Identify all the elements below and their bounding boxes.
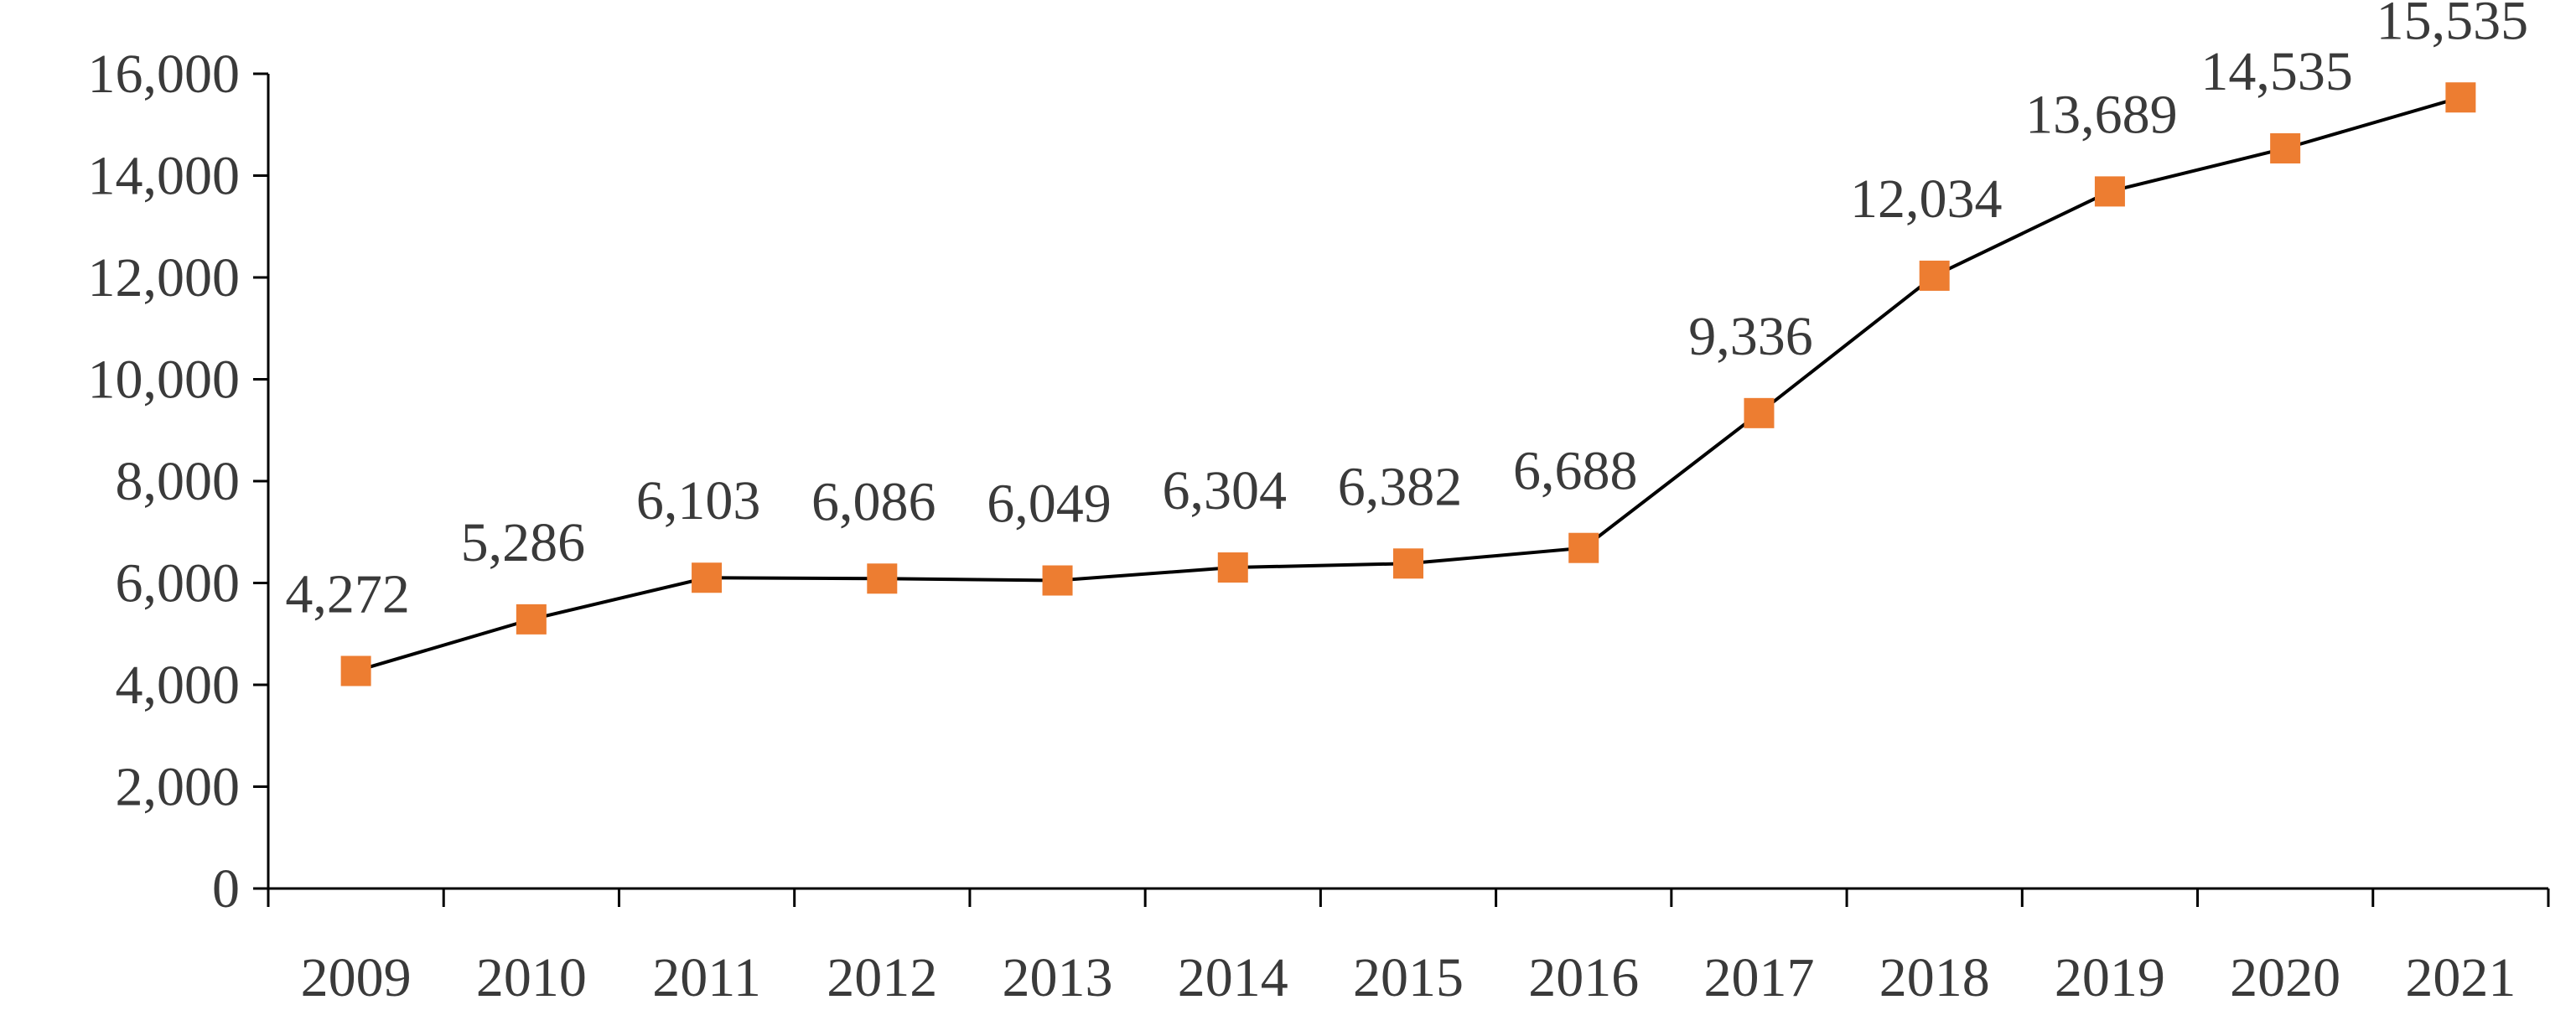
y-tick-label: 0 — [212, 858, 240, 920]
x-tick-label: 2016 — [1528, 947, 1639, 1008]
y-tick-label: 4,000 — [116, 655, 241, 716]
x-tick-label: 2019 — [2055, 947, 2165, 1008]
y-tick-label: 14,000 — [88, 146, 241, 207]
data-label: 6,049 — [987, 474, 1112, 535]
data-point-marker — [867, 563, 898, 594]
data-point-marker — [2094, 176, 2125, 207]
x-tick-label: 2018 — [1879, 947, 1990, 1008]
data-point-marker — [692, 562, 723, 593]
x-tick-label: 2012 — [827, 947, 937, 1008]
data-point-marker — [2445, 82, 2476, 113]
y-axis: 0 2,000 4,000 6,000 8,000 10,000 12,000 14,000 1… — [88, 44, 270, 920]
data-label: 6,103 — [636, 470, 761, 531]
data-point-marker — [1919, 260, 1950, 291]
data-label: 5,286 — [461, 512, 586, 573]
data-labels: 4,272 5,286 6,103 6,086 6,049 6,304 6,382 6,688… — [285, 0, 2528, 624]
series-group — [340, 82, 2476, 686]
y-tick-label: 2,000 — [116, 757, 241, 818]
x-tick-label: 2013 — [1003, 947, 1113, 1008]
data-point-marker — [1393, 548, 1423, 579]
data-label: 13,689 — [2025, 84, 2178, 145]
x-axis: 2009 2010 2011 2012 2013 2014 2015 2016 2017 2018… — [267, 887, 2550, 1008]
data-point-marker — [2270, 132, 2301, 163]
x-tick-label: 2015 — [1353, 947, 1464, 1008]
data-label: 6,382 — [1338, 456, 1463, 517]
data-label: 14,535 — [2200, 41, 2353, 102]
data-label: 15,535 — [2376, 0, 2529, 51]
x-tick-label: 2021 — [2405, 947, 2516, 1008]
data-label: 12,034 — [1850, 168, 2003, 230]
y-tick-label: 16,000 — [88, 44, 241, 105]
y-tick-label: 12,000 — [88, 247, 241, 308]
x-tick-label: 2011 — [652, 947, 761, 1008]
data-label: 6,086 — [811, 471, 936, 532]
data-point-marker — [1042, 565, 1073, 596]
data-label: 6,304 — [1163, 460, 1288, 521]
x-tick-label: 2009 — [301, 947, 412, 1008]
y-tick-label: 10,000 — [88, 350, 241, 411]
y-tick-label: 8,000 — [116, 451, 241, 512]
y-tick-label: 6,000 — [116, 553, 241, 614]
data-point-marker — [1568, 532, 1599, 563]
data-point-marker — [340, 655, 371, 686]
x-tick-label: 2017 — [1703, 947, 1814, 1008]
series-line — [355, 96, 2461, 673]
data-point-marker — [516, 604, 547, 635]
x-tick-label: 2014 — [1178, 947, 1288, 1008]
x-tick-label: 2020 — [2230, 947, 2340, 1008]
data-label: 4,272 — [285, 563, 410, 624]
data-point-marker — [1217, 552, 1248, 583]
data-label: 9,336 — [1688, 306, 1813, 367]
x-tick-label: 2010 — [476, 947, 587, 1008]
data-point-marker — [1744, 397, 1775, 428]
data-label: 6,688 — [1513, 441, 1638, 502]
